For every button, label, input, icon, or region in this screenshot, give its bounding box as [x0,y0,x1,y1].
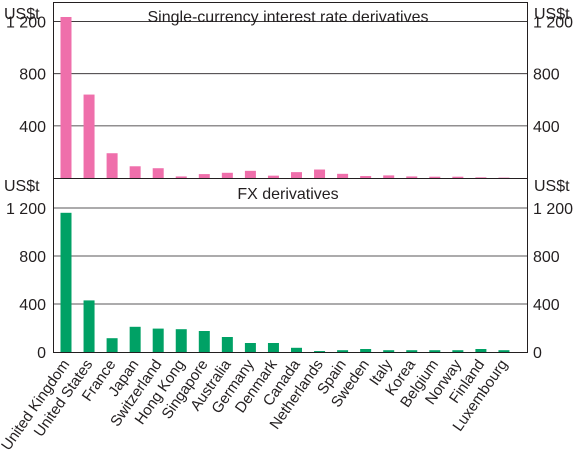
ir-ytick-label-right: 800 [533,67,560,84]
ir-bar-korea [406,176,418,178]
fx-ytick-label-right: 800 [533,249,560,266]
fx-bar-korea [406,350,418,352]
ir-bar-netherlands [314,169,326,178]
ir-gridlines [53,21,528,127]
ir-bar-belgium [429,176,441,178]
ir-bar-hong-kong [175,176,187,178]
ir-bar-germany [244,170,256,178]
panel-interest-rate: Single-currency interest rate derivative… [4,6,573,179]
ir-bar-spain [337,173,349,178]
fx-bar-australia [221,337,233,352]
ir-bars [60,16,510,179]
fx-ytick-label-right: 400 [533,297,560,314]
fx-bar-singapore [198,331,210,352]
fx-bar-belgium [429,350,441,352]
fx-bar-luxembourg [498,350,510,352]
ir-yticks-left: 400 800 1 200 [6,15,46,136]
ir-bar-switzerland [152,168,164,178]
fx-ytick-label-left: 800 [19,249,46,266]
ir-ytick-label-left: 800 [19,67,46,84]
fx-bar-netherlands [314,351,326,352]
fx-bar-germany [244,343,256,352]
fx-bar-sweden [360,349,372,352]
ir-bar-france [106,153,118,178]
ir-ytick-label-right: 400 [533,119,560,136]
ir-bar-japan [129,166,141,178]
fx-yticks-left: 0 400 800 1 200 [6,201,46,362]
fx-bar-japan [129,326,141,352]
fx-bars [60,212,510,352]
ir-bar-denmark [267,175,279,178]
ir-bar-norway [452,176,464,178]
ir-bar-united-states [83,94,95,178]
fx-bar-hong-kong [175,329,187,352]
ir-ytick-label-right: 1 200 [533,15,573,32]
ir-bar-canada [291,172,302,178]
plot-frame [53,2,528,353]
fx-bar-united-states [83,300,95,352]
fx-bar-denmark [267,343,279,352]
fx-yticks-right: 0 400 800 1 200 [533,201,573,362]
fx-bar-united-kingdom [60,212,72,352]
fx-bar-norway [452,350,464,352]
ir-unit-left: US$t [4,6,40,23]
fx-bar-switzerland [152,328,164,352]
ir-yticks-right: 400 800 1 200 [533,15,573,136]
fx-ytick-label-left: 400 [19,297,46,314]
fx-bar-finland [475,349,487,352]
fx-unit-right: US$t [534,178,570,195]
ir-chart-title: Single-currency interest rate derivative… [147,9,428,26]
ir-bar-singapore [198,174,210,178]
fx-bar-france [106,338,118,352]
fx-unit-left: US$t [4,178,40,195]
ir-bar-united-kingdom [60,16,72,179]
panel-fx: FX derivatives US$t US$t 0 400 800 1 200 0 4… [4,178,573,362]
ir-bar-luxembourg [498,177,510,179]
ir-bar-finland [475,177,487,178]
ir-bar-sweden [360,176,372,178]
fx-bar-canada [291,347,302,352]
fx-ytick-label-right: 0 [533,345,542,362]
fx-bar-italy [383,350,395,352]
fx-gridlines [53,207,528,305]
ir-ytick-label-left: 400 [19,119,46,136]
fx-bar-spain [337,350,349,352]
ir-bar-italy [383,175,395,178]
ir-unit-right: US$t [534,6,570,23]
ir-bar-australia [221,172,233,178]
ir-ytick-label-left: 1 200 [6,15,46,32]
fx-ytick-label-left: 1 200 [6,201,46,218]
fx-chart-title: FX derivatives [237,186,338,203]
fx-ytick-label-right: 1 200 [533,201,573,218]
fx-ytick-label-left: 0 [37,345,46,362]
